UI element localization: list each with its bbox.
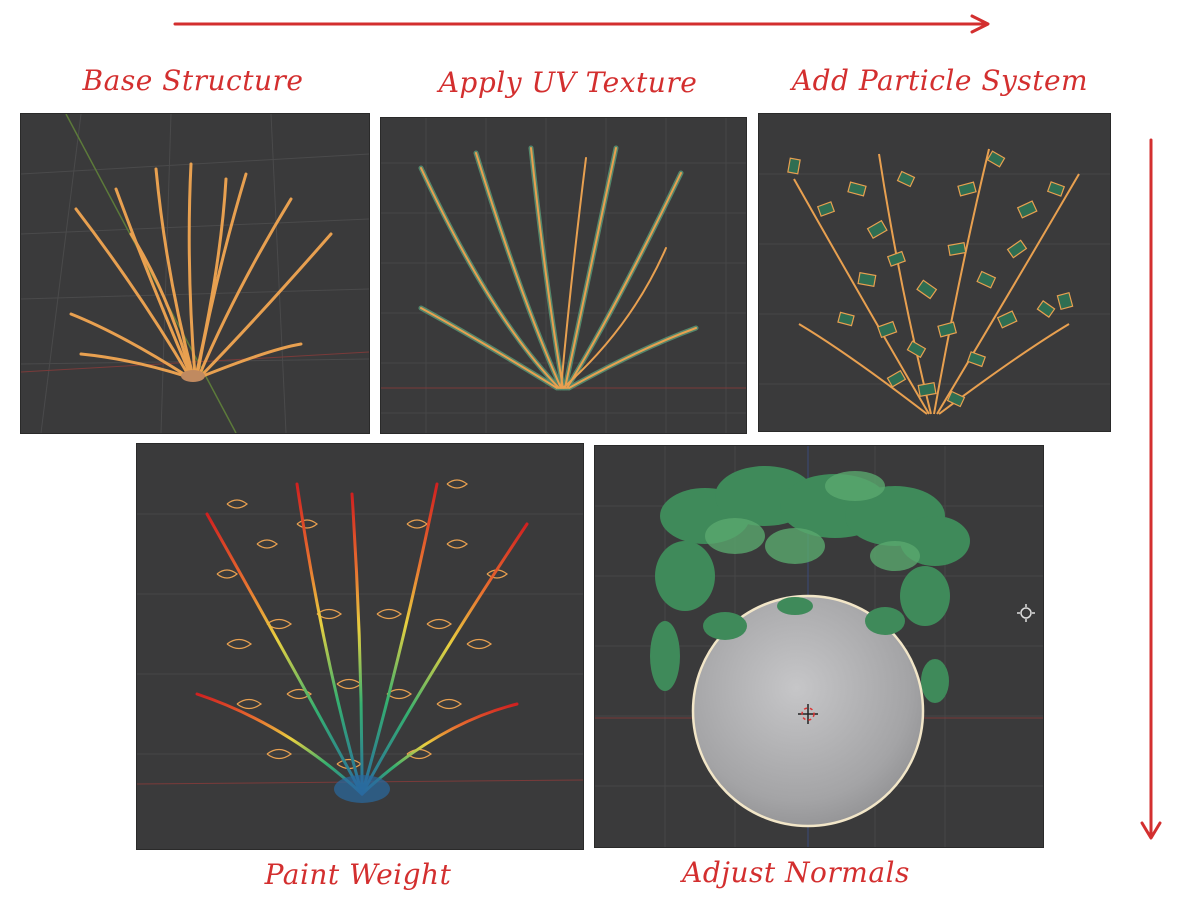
step-label-paint-weight: Paint Weight [264, 858, 452, 891]
flow-arrow-vertical [1140, 138, 1162, 840]
viewport-adjust-normals [594, 445, 1044, 848]
viewport-add-particle-system [758, 113, 1111, 432]
flow-arrow-horizontal [173, 14, 990, 34]
grass-weight-paint-image [137, 479, 583, 803]
grass-particles-image [759, 148, 1110, 415]
viewport-base-structure [20, 113, 370, 434]
step-label-add-particle-system: Add Particle System [791, 64, 1089, 97]
grass-normals-sphere-image [595, 446, 1043, 847]
viewport-apply-uv-texture [380, 117, 747, 434]
step-label-apply-uv-texture: Apply UV Texture [438, 66, 698, 99]
step-label-adjust-normals: Adjust Normals [682, 856, 910, 889]
grass-base-image [21, 114, 369, 433]
viewport-paint-weight [136, 443, 584, 850]
step-label-base-structure: Base Structure [82, 64, 304, 97]
grass-uv-image [381, 118, 746, 433]
